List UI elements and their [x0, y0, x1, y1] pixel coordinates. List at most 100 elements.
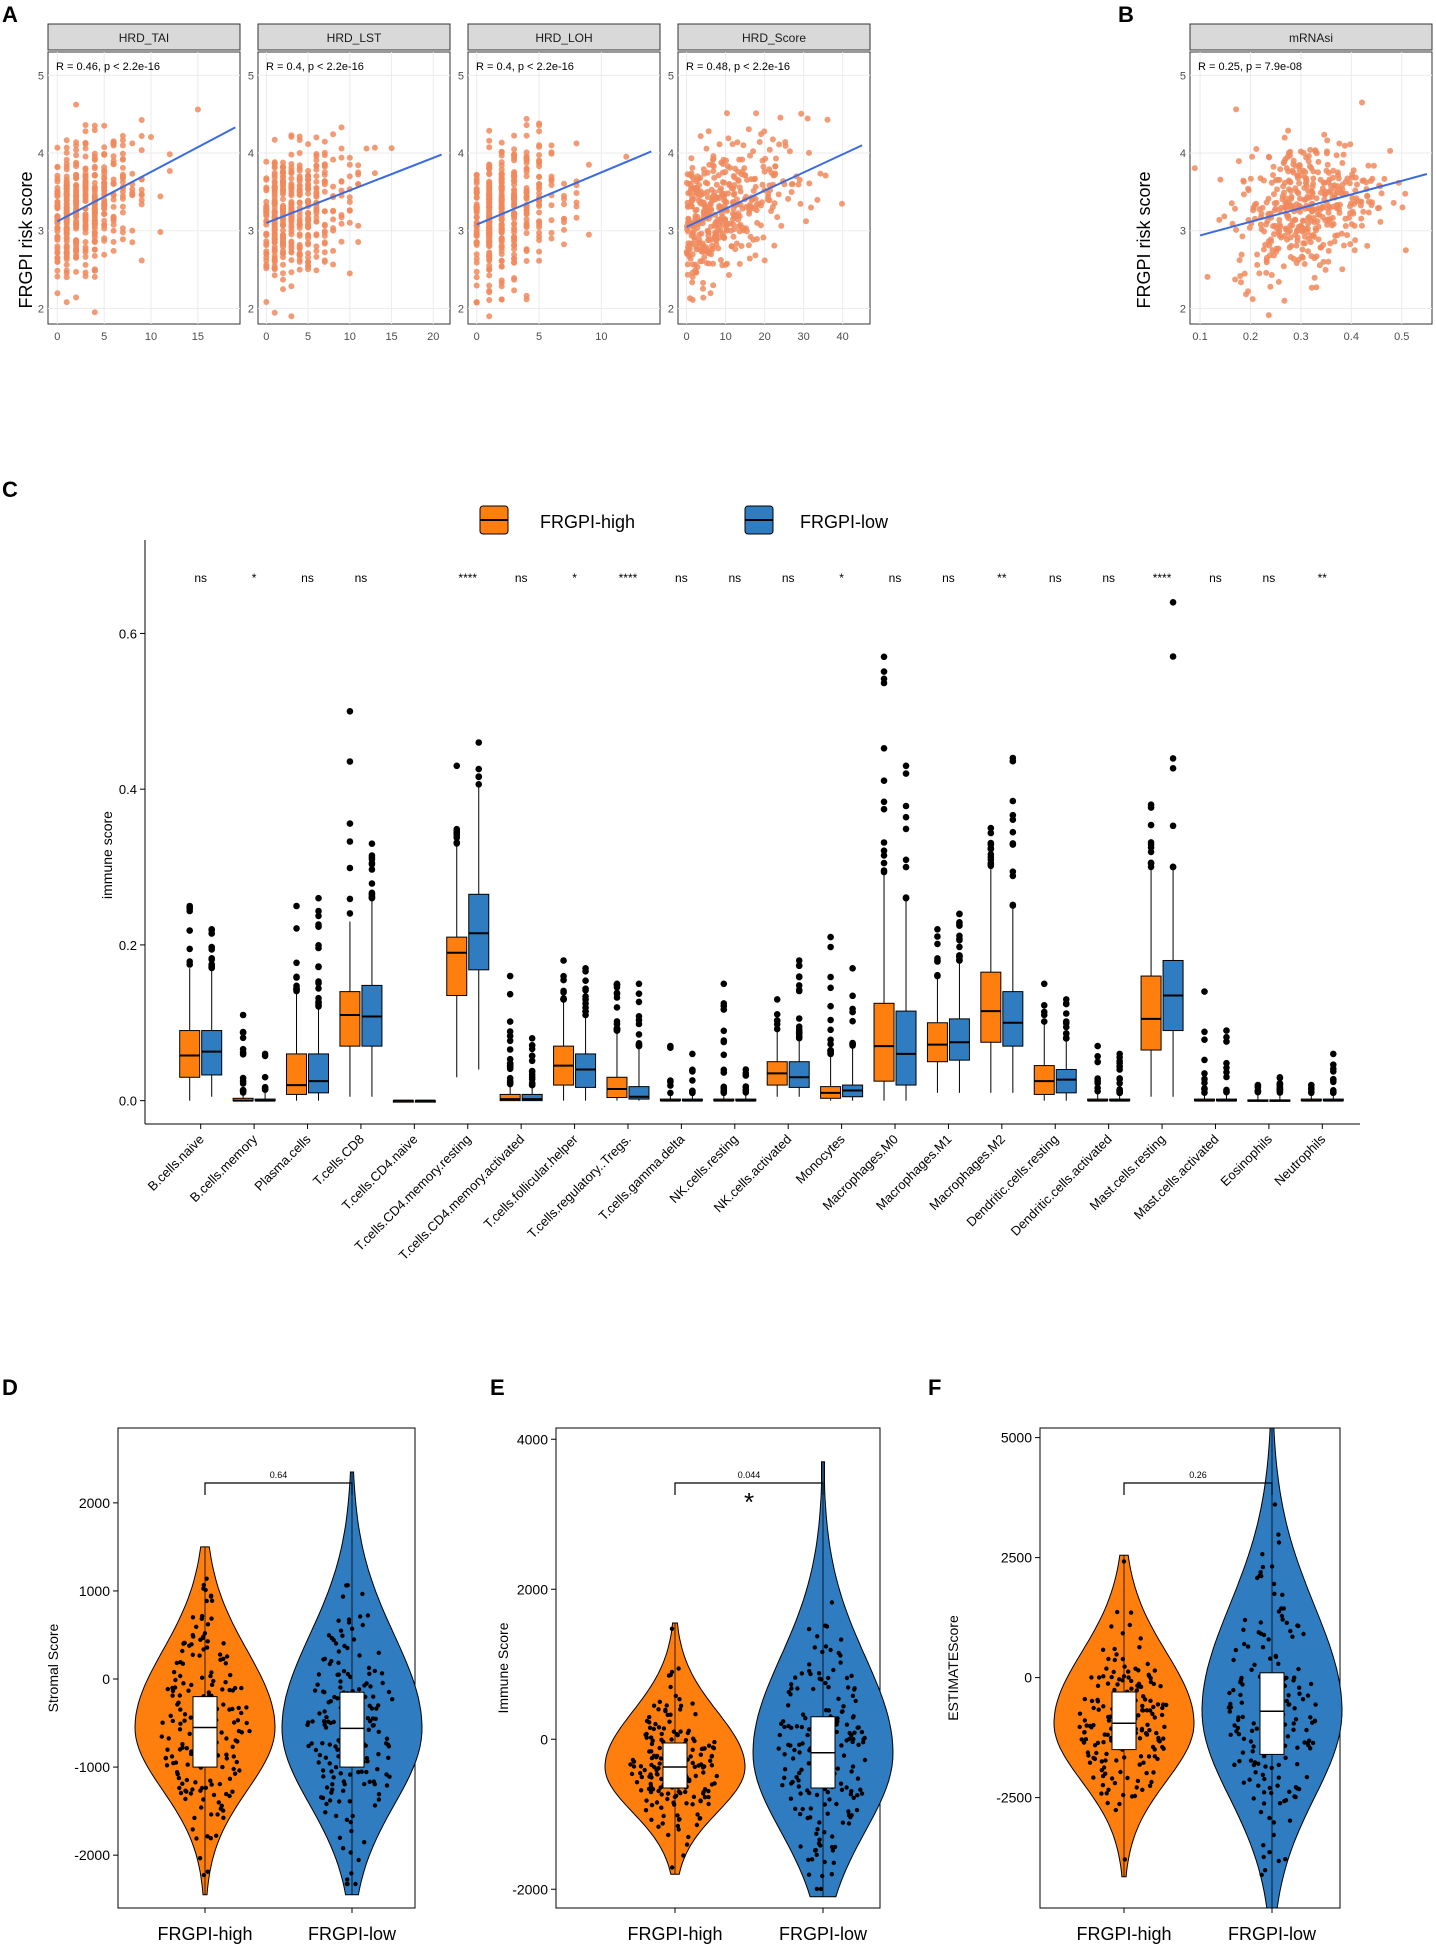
facet-3-point [725, 135, 732, 142]
facet-4-point [1308, 217, 1315, 224]
facet-1-point [288, 175, 295, 182]
facet-3-title: HRD_Score [742, 31, 806, 45]
jitter-point [330, 1782, 335, 1787]
panel-c-box-high [820, 933, 842, 1101]
panel-c-box-low [361, 840, 383, 1097]
facet-4-point [1321, 131, 1328, 138]
facet-4-point [1324, 137, 1331, 144]
panel-d-ylabel: Stromal Score [45, 1623, 61, 1712]
jitter-point [333, 1641, 339, 1646]
facet-1-point [296, 251, 303, 258]
facet-2-point [486, 127, 493, 134]
jitter-point [224, 1791, 229, 1797]
jitter-point [368, 1684, 373, 1689]
jitter-point [209, 1682, 215, 1688]
jitter-point [630, 1757, 636, 1763]
box-outlier [560, 957, 567, 964]
jitter-point [1161, 1736, 1166, 1741]
facet-2-point [523, 221, 530, 228]
jitter-point [1254, 1726, 1260, 1731]
facet-4-point [1238, 279, 1244, 286]
jitter-point [789, 1781, 794, 1786]
box-outlier [1009, 828, 1017, 836]
facet-3-point [822, 172, 829, 179]
jitter-point [1276, 1532, 1281, 1537]
facet-4-point [1290, 161, 1297, 168]
jitter-point [215, 1812, 220, 1817]
box-outlier [934, 940, 941, 948]
jitter-point [360, 1622, 365, 1628]
facet-1-point [263, 158, 270, 165]
box-body [179, 1030, 201, 1078]
jitter-point [656, 1707, 661, 1712]
facet-1-point [313, 166, 320, 173]
jitter-point [1273, 1654, 1279, 1660]
jitter-point [658, 1756, 664, 1761]
facet-1-point [280, 218, 286, 225]
panel-c-box-low [521, 1035, 543, 1102]
facet-2-point [486, 144, 493, 151]
facet-0-ytick: 5 [38, 70, 44, 82]
facet-4-xtick: 0.4 [1344, 331, 1359, 343]
panel-f-category-label: FRGPI-low [1228, 1924, 1317, 1944]
facet-3-point [731, 226, 738, 233]
jitter-point [1288, 1628, 1293, 1634]
jitter-point [165, 1747, 170, 1752]
box-outlier [720, 1027, 728, 1035]
facet-3-point [710, 282, 717, 289]
facet-4-point [1309, 183, 1316, 190]
jitter-point [1112, 1780, 1118, 1786]
jitter-point [1263, 1764, 1268, 1769]
jitter-point [170, 1693, 175, 1698]
jitter-point [374, 1706, 379, 1711]
jitter-point [799, 1767, 804, 1773]
jitter-point [1121, 1792, 1126, 1798]
facet-3-point [742, 172, 748, 179]
jitter-point [227, 1793, 232, 1799]
facet-4-point [1271, 191, 1277, 198]
facet-1-point [296, 199, 303, 206]
jitter-point [197, 1856, 203, 1861]
facet-0-point [73, 294, 80, 301]
box-outlier [368, 880, 376, 887]
jitter-point [341, 1669, 347, 1674]
panel-c-box-high [1033, 980, 1055, 1101]
jitter-point [171, 1669, 177, 1675]
facet-3-point [730, 191, 737, 198]
jitter-point [230, 1706, 235, 1712]
facet-3-point [769, 136, 776, 143]
jitter-point [1089, 1725, 1094, 1730]
facet-4-point [1334, 169, 1341, 176]
jitter-point [1261, 1632, 1267, 1638]
jitter-point [380, 1680, 385, 1686]
facet-2-point [523, 189, 530, 196]
facet-4-point [1281, 297, 1288, 304]
box-outlier [1094, 1053, 1101, 1060]
jitter-point [796, 1784, 801, 1789]
jitter-point [244, 1705, 249, 1710]
facet-3-point [700, 285, 706, 292]
facet-1-point [271, 178, 278, 185]
jitter-point [187, 1643, 192, 1648]
facet-3-point [716, 187, 723, 194]
facet-4-point [1280, 263, 1287, 270]
jitter-point [706, 1801, 711, 1807]
jitter-point [790, 1756, 796, 1761]
facet-4-points [1191, 99, 1409, 319]
jitter-point [1115, 1682, 1120, 1687]
box-outlier [1201, 1085, 1208, 1092]
box-outlier [453, 762, 461, 770]
jitter-point [365, 1613, 371, 1618]
facet-4-point [1228, 200, 1235, 207]
facet-3-point [706, 161, 713, 168]
box-body [1002, 991, 1024, 1047]
jitter-point [172, 1685, 178, 1690]
jitter-point [182, 1718, 187, 1723]
jitter-point [1227, 1690, 1232, 1696]
jitter-point [1077, 1724, 1082, 1730]
box-outlier [1329, 1087, 1337, 1094]
facet-1-point [296, 245, 303, 252]
facet-3-point [685, 190, 692, 197]
facet-4-point [1306, 163, 1313, 170]
jitter-point [221, 1815, 226, 1821]
